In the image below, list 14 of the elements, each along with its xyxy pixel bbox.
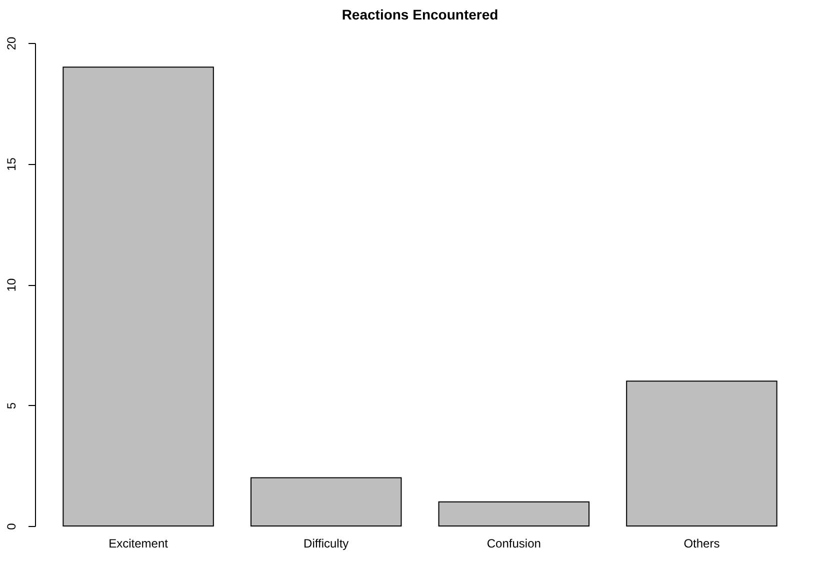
y-tick-label: 0 bbox=[4, 522, 18, 530]
bar bbox=[626, 380, 778, 526]
x-tick-label: Confusion bbox=[486, 536, 541, 550]
chart-title: Reactions Encountered bbox=[342, 6, 498, 22]
bar bbox=[250, 477, 402, 526]
x-tick-label: Others bbox=[684, 536, 720, 550]
bar bbox=[62, 66, 214, 526]
y-tick-label: 15 bbox=[4, 157, 18, 171]
y-tick-label: 10 bbox=[4, 278, 18, 292]
y-tick-label: 20 bbox=[4, 36, 18, 50]
x-tick-label: Excitement bbox=[108, 536, 169, 550]
x-tick-label: Difficulty bbox=[304, 536, 349, 550]
y-tick-label: 5 bbox=[4, 402, 18, 410]
bar bbox=[438, 501, 590, 526]
